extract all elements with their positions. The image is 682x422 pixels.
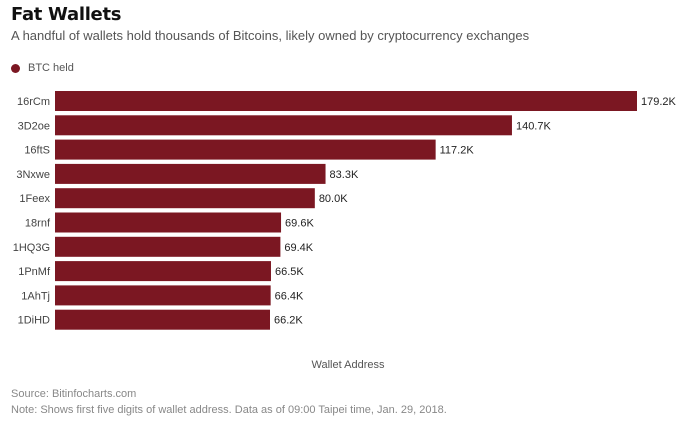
category-label: 3Nxwe bbox=[16, 169, 50, 181]
category-label: 1HQ3G bbox=[13, 242, 50, 254]
legend: BTC held bbox=[11, 62, 74, 74]
category-label: 16ftS bbox=[24, 145, 50, 157]
bar-chart: 16rCm 179.2K 3D2oe 140.7K 16ftS 117.2K 3Nxwe 83… bbox=[13, 91, 677, 371]
bar bbox=[55, 91, 637, 111]
category-label: 1DiHD bbox=[18, 315, 50, 327]
data-label: 117.2K bbox=[440, 145, 475, 157]
chart-title: Fat Wallets bbox=[11, 4, 122, 25]
legend-label: BTC held bbox=[28, 62, 74, 74]
category-label: 18rnf bbox=[25, 218, 51, 230]
bar bbox=[55, 309, 271, 330]
legend-swatch bbox=[11, 63, 20, 73]
bar bbox=[55, 261, 271, 282]
data-label: 69.6K bbox=[285, 218, 314, 230]
bar bbox=[55, 212, 282, 233]
x-axis-label: Wallet Address bbox=[312, 359, 385, 371]
source-note: Source: Bitinfocharts.com bbox=[11, 388, 137, 400]
data-label: 66.4K bbox=[275, 290, 304, 302]
category-label: 3D2oe bbox=[18, 120, 50, 132]
footnote: Note: Shows first five digits of wallet … bbox=[11, 404, 447, 416]
data-label: 83.3K bbox=[330, 169, 359, 181]
bar bbox=[55, 285, 271, 306]
category-label: 1AhTj bbox=[21, 290, 50, 302]
bar bbox=[55, 163, 326, 184]
category-label: 16rCm bbox=[17, 96, 50, 108]
chart-subtitle: A handful of wallets hold thousands of B… bbox=[11, 28, 530, 43]
category-label: 1Feex bbox=[19, 193, 50, 205]
data-label: 69.4K bbox=[284, 242, 313, 254]
data-label: 66.2K bbox=[274, 315, 303, 327]
data-label: 140.7K bbox=[516, 120, 552, 132]
bar bbox=[55, 188, 315, 209]
data-label: 179.2K bbox=[641, 96, 677, 108]
bar bbox=[55, 236, 281, 257]
category-label: 1PnMf bbox=[18, 266, 51, 278]
bar bbox=[55, 115, 512, 136]
bar bbox=[55, 139, 436, 160]
data-label: 66.5K bbox=[275, 266, 304, 278]
data-label: 80.0K bbox=[319, 193, 348, 205]
